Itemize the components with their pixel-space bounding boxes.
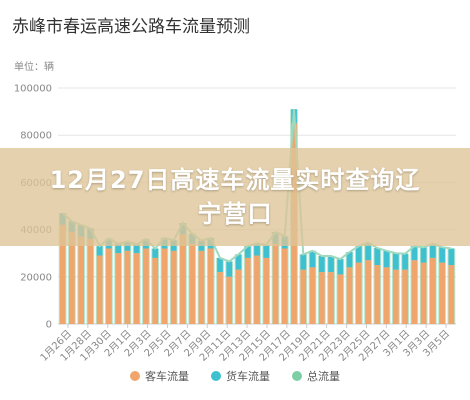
passenger-bar [318, 272, 325, 324]
freight-bar [244, 246, 251, 258]
freight-bar [420, 247, 427, 263]
legend-label-passenger: 客车流量 [145, 370, 189, 383]
passenger-bar [300, 269, 307, 324]
freight-bar [328, 256, 334, 273]
passenger-bar [365, 260, 371, 324]
passenger-bar [439, 262, 445, 324]
passenger-bar [429, 257, 436, 324]
passenger-bar [244, 257, 251, 324]
y-axis-unit: 单位：辆 [14, 62, 54, 73]
passenger-bar [106, 248, 112, 324]
legend-item-passenger[interactable]: 客车流量 [130, 368, 189, 384]
y-tick-label: 100000 [14, 84, 52, 95]
passenger-bar [374, 265, 381, 324]
passenger-bar [189, 243, 196, 324]
passenger-bar [143, 248, 149, 324]
chart-legend: 客车流量 货车流量 总流量 [0, 368, 470, 384]
freight-bar [133, 244, 140, 254]
freight-bar [96, 246, 103, 256]
legend-swatch-freight [211, 371, 221, 381]
passenger-bar [235, 269, 242, 324]
freight-bar [411, 246, 418, 261]
freight-bar [402, 253, 408, 270]
passenger-bar [226, 276, 233, 324]
legend-swatch-passenger [130, 371, 140, 381]
passenger-bar [152, 257, 159, 324]
passenger-bar [96, 255, 103, 324]
passenger-bar [133, 253, 140, 324]
freight-bar [115, 243, 122, 254]
freight-bar [300, 254, 307, 270]
freight-bar [337, 259, 344, 275]
passenger-bar [263, 257, 270, 324]
freight-bar [263, 244, 270, 258]
passenger-bar [161, 248, 168, 324]
y-tick-label: 0 [46, 320, 52, 331]
freight-bar [309, 250, 316, 268]
y-tick-label: 80000 [20, 131, 52, 142]
headline-overlay: 12月27日高速车流量实时查询辽宁营口 [0, 148, 470, 246]
freight-bar [124, 241, 131, 251]
freight-bar [226, 261, 233, 277]
freight-bar [392, 253, 399, 270]
passenger-bar [392, 269, 399, 324]
chart-title: 赤峰市春运高速公路车流量预测 [12, 17, 250, 37]
passenger-bar [87, 239, 94, 324]
legend-label-total: 总流量 [307, 370, 340, 383]
freight-bar [355, 246, 362, 263]
legend-label-freight: 货车流量 [226, 370, 270, 383]
passenger-bar [254, 255, 260, 324]
freight-bar [374, 248, 381, 265]
passenger-bar [115, 253, 122, 324]
passenger-bar [309, 267, 316, 324]
passenger-bar [383, 267, 390, 324]
passenger-bar [59, 224, 66, 324]
freight-bar [346, 252, 353, 268]
passenger-bar [207, 248, 214, 324]
freight-bar [448, 248, 455, 265]
passenger-bar [328, 272, 334, 324]
legend-swatch-total [292, 371, 302, 381]
legend-item-freight[interactable]: 货车流量 [211, 368, 270, 384]
freight-bar [383, 250, 390, 268]
freight-bar [152, 248, 159, 258]
passenger-bar [355, 262, 362, 324]
freight-bar [429, 243, 436, 258]
passenger-bar [69, 231, 75, 324]
passenger-bar [402, 269, 408, 324]
passenger-bar [272, 243, 279, 324]
passenger-bar [448, 265, 455, 324]
freight-bar [217, 257, 223, 273]
passenger-bar [217, 272, 223, 324]
legend-item-total[interactable]: 总流量 [292, 368, 340, 384]
passenger-bar [170, 250, 177, 324]
freight-bar [439, 247, 445, 263]
headline-text: 12月27日高速车流量实时查询辽宁营口 [49, 166, 421, 228]
passenger-bar [180, 234, 186, 324]
passenger-bar [411, 260, 418, 324]
y-tick-label: 20000 [20, 272, 52, 283]
passenger-bar [78, 236, 85, 324]
freight-bar [254, 243, 260, 256]
passenger-bar [198, 250, 205, 324]
passenger-bar [337, 274, 344, 324]
passenger-bar [281, 248, 288, 324]
freight-bar [365, 242, 371, 261]
freight-bar [235, 254, 242, 270]
freight-bar [318, 256, 325, 273]
passenger-bar [346, 267, 353, 324]
passenger-bar [420, 262, 427, 324]
passenger-bar [124, 250, 131, 324]
